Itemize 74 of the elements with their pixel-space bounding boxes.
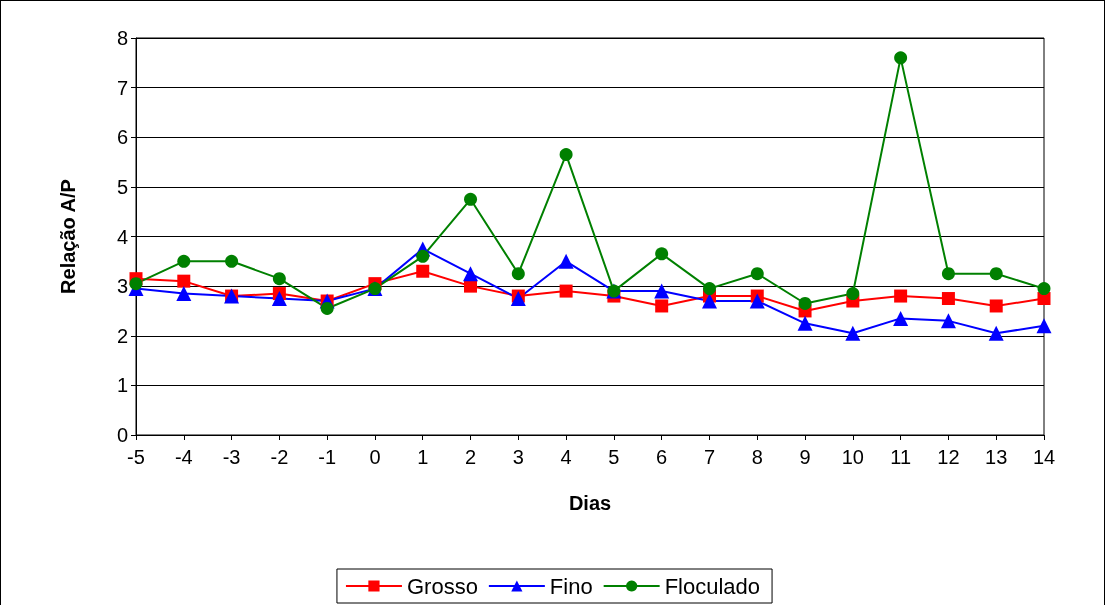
x-tick-label: -1	[318, 446, 337, 468]
x-tick-label: 4	[560, 446, 572, 468]
x-tick-label: -5	[127, 446, 145, 468]
point	[463, 266, 479, 282]
legend-label: Fino	[549, 573, 593, 599]
point	[988, 325, 1004, 341]
point	[177, 254, 191, 268]
x-tick-label: 7	[703, 446, 716, 468]
legend-label: Grosso	[406, 573, 478, 599]
point	[989, 267, 1003, 281]
point	[1036, 318, 1052, 334]
x-tick-label: 11	[890, 446, 912, 468]
point	[798, 297, 812, 310]
point	[177, 274, 191, 288]
x-axis-title: Dias	[568, 492, 612, 514]
point	[511, 267, 525, 281]
point	[702, 282, 716, 296]
point	[464, 279, 478, 293]
x-tick-label: 0	[369, 446, 381, 468]
point	[655, 299, 669, 313]
point	[797, 315, 813, 331]
point	[846, 287, 860, 301]
point	[510, 291, 526, 307]
point	[558, 253, 574, 269]
y-tick-label: 2	[116, 324, 128, 347]
point	[750, 267, 764, 281]
x-tick-label: 6	[656, 446, 668, 468]
point	[989, 299, 1003, 313]
x-tick-label: 8	[751, 446, 763, 468]
point	[749, 293, 765, 309]
x-tick-label: 1	[417, 446, 429, 468]
x-tick-label: 2	[464, 446, 477, 468]
x-tick-label: 14	[1032, 446, 1056, 468]
x-tick-label: 13	[985, 446, 1008, 468]
point	[176, 286, 192, 302]
point	[129, 277, 143, 291]
point	[559, 148, 573, 162]
x-tick-label: 9	[799, 446, 811, 468]
y-tick-label: 4	[116, 225, 128, 248]
y-tick-label: 0	[116, 424, 128, 446]
x-tick-label: -3	[222, 446, 241, 468]
y-axis-title: Relação A/P	[57, 179, 79, 294]
y-tick-label: 7	[116, 76, 128, 99]
point	[941, 267, 955, 281]
point	[320, 301, 334, 315]
y-tick-label: 8	[116, 27, 128, 49]
x-tick-label: 12	[937, 446, 960, 468]
point	[272, 272, 286, 286]
point	[893, 310, 909, 326]
point	[1037, 282, 1051, 296]
x-tick-label: 3	[512, 446, 524, 468]
point	[464, 192, 478, 206]
point	[941, 292, 955, 306]
point	[894, 51, 908, 65]
x-tick-label: -2	[270, 446, 289, 468]
point	[894, 289, 908, 303]
point	[416, 264, 430, 278]
point	[655, 247, 669, 261]
point	[845, 325, 861, 341]
point	[416, 249, 430, 263]
x-tick-label: 5	[608, 446, 620, 468]
y-tick-label: 3	[116, 275, 128, 298]
legend-label: Floculado	[664, 573, 761, 599]
x-tick-label: -4	[174, 446, 193, 468]
point	[940, 313, 956, 329]
point	[701, 293, 717, 309]
y-tick-label: 1	[116, 374, 128, 397]
point	[271, 291, 287, 307]
y-tick-label: 5	[116, 175, 128, 198]
point	[654, 283, 670, 299]
point	[225, 254, 239, 268]
y-tick-label: 6	[116, 126, 128, 149]
point	[559, 284, 573, 298]
x-tick-label: 10	[841, 446, 864, 468]
